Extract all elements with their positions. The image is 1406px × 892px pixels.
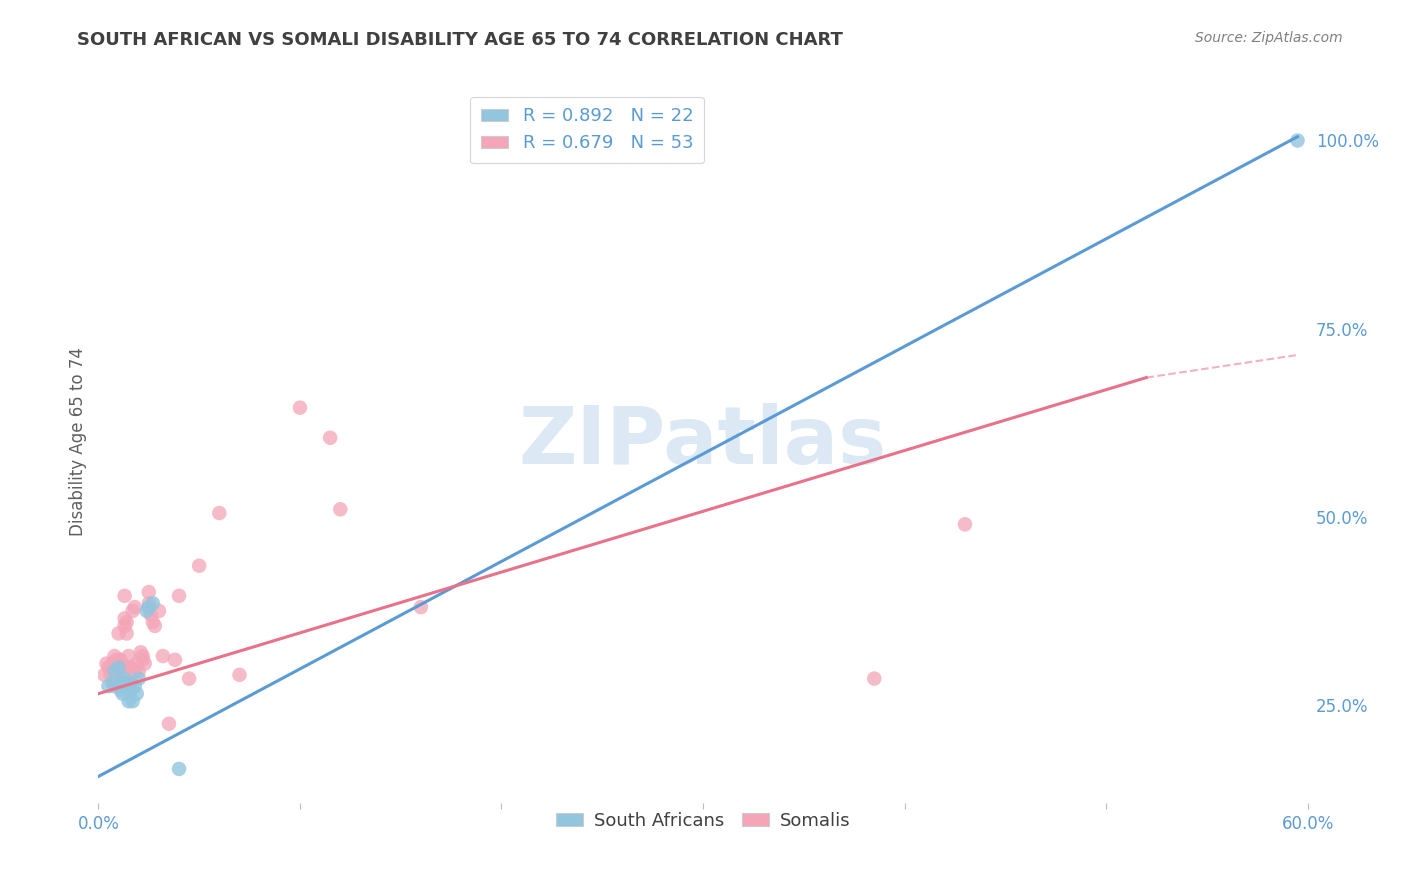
- Point: [114, 589, 136, 603]
- Point: [107, 626, 129, 640]
- Point: [135, 604, 157, 618]
- Point: [101, 657, 124, 671]
- Point: [329, 502, 352, 516]
- Point: [129, 645, 152, 659]
- Point: [115, 679, 138, 693]
- Point: [863, 672, 886, 686]
- Point: [115, 615, 138, 630]
- Point: [118, 694, 141, 708]
- Point: [110, 672, 132, 686]
- Point: [111, 660, 134, 674]
- Point: [96, 657, 118, 671]
- Point: [103, 679, 125, 693]
- Point: [118, 660, 141, 674]
- Text: Source: ZipAtlas.com: Source: ZipAtlas.com: [1195, 31, 1343, 45]
- Point: [120, 675, 142, 690]
- Point: [143, 619, 166, 633]
- Point: [953, 517, 976, 532]
- Point: [228, 668, 250, 682]
- Point: [319, 431, 342, 445]
- Point: [97, 679, 120, 693]
- Point: [179, 672, 201, 686]
- Point: [111, 675, 134, 690]
- Point: [121, 604, 143, 618]
- Point: [125, 657, 148, 671]
- Point: [128, 664, 150, 678]
- Point: [148, 604, 170, 618]
- Point: [105, 672, 128, 686]
- Point: [132, 648, 155, 663]
- Point: [114, 675, 136, 690]
- Point: [101, 675, 124, 690]
- Point: [288, 401, 311, 415]
- Point: [114, 611, 136, 625]
- Point: [124, 679, 146, 693]
- Point: [124, 600, 146, 615]
- Point: [93, 668, 115, 682]
- Point: [142, 596, 165, 610]
- Point: [118, 648, 141, 663]
- Point: [107, 660, 129, 674]
- Point: [124, 664, 146, 678]
- Point: [103, 648, 125, 663]
- Point: [152, 648, 174, 663]
- Point: [120, 660, 142, 674]
- Y-axis label: Disability Age 65 to 74: Disability Age 65 to 74: [69, 347, 87, 536]
- Point: [110, 653, 132, 667]
- Point: [409, 600, 432, 615]
- Point: [111, 687, 134, 701]
- Point: [157, 716, 180, 731]
- Point: [128, 672, 150, 686]
- Point: [114, 672, 136, 686]
- Point: [114, 619, 136, 633]
- Point: [110, 682, 132, 697]
- Point: [167, 589, 190, 603]
- Point: [103, 664, 125, 678]
- Point: [115, 626, 138, 640]
- Point: [188, 558, 211, 573]
- Point: [100, 668, 122, 682]
- Point: [142, 615, 165, 630]
- Point: [107, 679, 129, 693]
- Point: [134, 657, 156, 671]
- Point: [125, 687, 148, 701]
- Point: [105, 653, 128, 667]
- Point: [163, 653, 186, 667]
- Point: [208, 506, 231, 520]
- Point: [107, 653, 129, 667]
- Point: [139, 607, 162, 622]
- Text: ZIPatlas: ZIPatlas: [519, 402, 887, 481]
- Point: [120, 682, 142, 697]
- Legend: South Africans, Somalis: South Africans, Somalis: [548, 805, 858, 837]
- Point: [138, 596, 160, 610]
- Point: [138, 585, 160, 599]
- Point: [132, 653, 155, 667]
- Point: [167, 762, 190, 776]
- Text: SOUTH AFRICAN VS SOMALI DISABILITY AGE 65 TO 74 CORRELATION CHART: SOUTH AFRICAN VS SOMALI DISABILITY AGE 6…: [77, 31, 844, 49]
- Point: [1286, 133, 1309, 147]
- Point: [118, 675, 141, 690]
- Point: [121, 694, 143, 708]
- Point: [97, 660, 120, 674]
- Point: [138, 600, 160, 615]
